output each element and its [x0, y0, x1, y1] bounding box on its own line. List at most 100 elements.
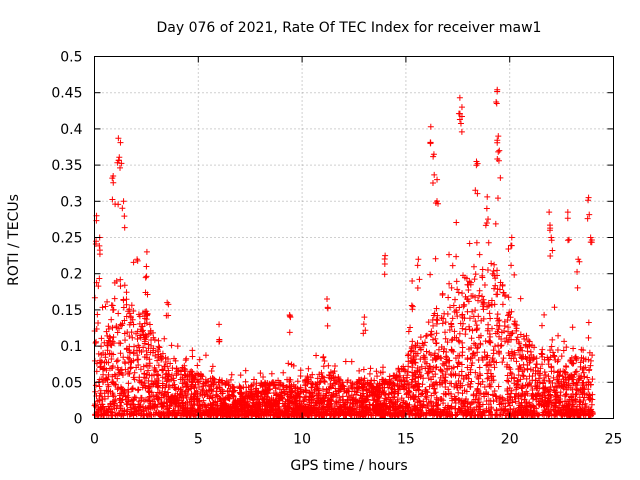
data-point	[431, 350, 438, 357]
y-tick-label: 0	[74, 412, 83, 428]
data-point	[154, 347, 161, 354]
data-point	[481, 383, 488, 390]
data-point	[504, 395, 511, 402]
data-point	[138, 349, 145, 356]
data-point	[501, 338, 508, 345]
data-point	[388, 399, 395, 406]
data-point	[506, 309, 513, 316]
chart-title: Day 076 of 2021, Rate Of TEC Index for r…	[157, 20, 542, 36]
data-point	[363, 393, 370, 400]
data-point	[453, 307, 460, 314]
data-point	[137, 394, 144, 401]
data-point	[507, 406, 514, 413]
data-point	[427, 331, 434, 338]
data-point	[120, 390, 127, 397]
data-point	[499, 281, 506, 288]
data-point	[378, 391, 385, 398]
data-point	[554, 347, 561, 354]
data-point	[165, 397, 172, 404]
data-point	[541, 311, 548, 318]
data-point	[281, 388, 288, 395]
data-point	[140, 363, 147, 370]
data-point	[465, 286, 472, 293]
data-point	[515, 338, 522, 345]
data-point	[216, 321, 223, 328]
data-point	[485, 407, 492, 414]
data-point	[237, 372, 244, 379]
data-point	[495, 317, 502, 324]
data-point	[428, 406, 435, 413]
data-point	[483, 398, 490, 405]
data-point	[479, 401, 486, 408]
data-point	[486, 337, 493, 344]
data-point	[449, 262, 456, 269]
data-point	[523, 400, 530, 407]
data-point	[500, 289, 507, 296]
data-point	[520, 361, 527, 368]
data-point	[418, 363, 425, 370]
data-point	[587, 381, 594, 388]
data-point	[478, 317, 485, 324]
data-point	[211, 409, 218, 416]
data-point	[215, 378, 222, 385]
data-point	[165, 355, 172, 362]
data-point	[280, 369, 287, 376]
data-point	[550, 387, 557, 394]
data-point	[165, 373, 172, 380]
data-point	[327, 383, 334, 390]
data-point	[142, 404, 149, 411]
data-point	[484, 266, 491, 273]
data-point	[108, 342, 115, 349]
data-point	[492, 412, 499, 419]
data-point	[110, 351, 117, 358]
data-point	[442, 319, 449, 326]
data-point	[206, 383, 213, 390]
data-point	[180, 376, 187, 383]
data-point	[403, 385, 410, 392]
data-point	[257, 403, 264, 410]
data-point	[209, 388, 216, 395]
data-point	[586, 211, 593, 218]
data-point	[496, 147, 503, 154]
data-point	[481, 409, 488, 416]
data-point	[105, 323, 112, 330]
data-point	[585, 334, 592, 341]
data-point	[108, 364, 115, 371]
data-point	[92, 402, 99, 409]
data-point	[450, 371, 457, 378]
data-point	[328, 405, 335, 412]
data-point	[460, 301, 467, 308]
data-point	[550, 399, 557, 406]
data-point	[153, 392, 160, 399]
data-point	[575, 387, 582, 394]
data-point	[562, 363, 569, 370]
data-point	[250, 381, 257, 388]
data-point	[476, 251, 483, 258]
data-point	[195, 406, 202, 413]
data-point	[445, 411, 452, 418]
data-point	[547, 347, 554, 354]
data-point	[427, 363, 434, 370]
data-point	[96, 247, 103, 254]
data-point	[442, 335, 449, 342]
data-point	[445, 390, 452, 397]
data-point	[98, 401, 105, 408]
data-point	[260, 374, 267, 381]
data-point	[508, 387, 515, 394]
y-axis: 0 0.05 0.1 0.15 0.2 0.25 0.3 0.35 0.4 0.45 0.5	[51, 50, 614, 428]
data-point	[505, 349, 512, 356]
data-point	[474, 386, 481, 393]
data-point	[313, 395, 320, 402]
data-point	[417, 356, 424, 363]
data-point	[519, 372, 526, 379]
data-point	[535, 375, 542, 382]
data-point	[169, 365, 176, 372]
data-point	[131, 343, 138, 350]
data-point	[512, 412, 519, 419]
data-point	[519, 368, 526, 375]
data-point	[389, 382, 396, 389]
y-tick-label: 0.15	[51, 303, 82, 319]
data-point	[473, 322, 480, 329]
data-point	[444, 404, 451, 411]
data-point	[95, 320, 102, 327]
